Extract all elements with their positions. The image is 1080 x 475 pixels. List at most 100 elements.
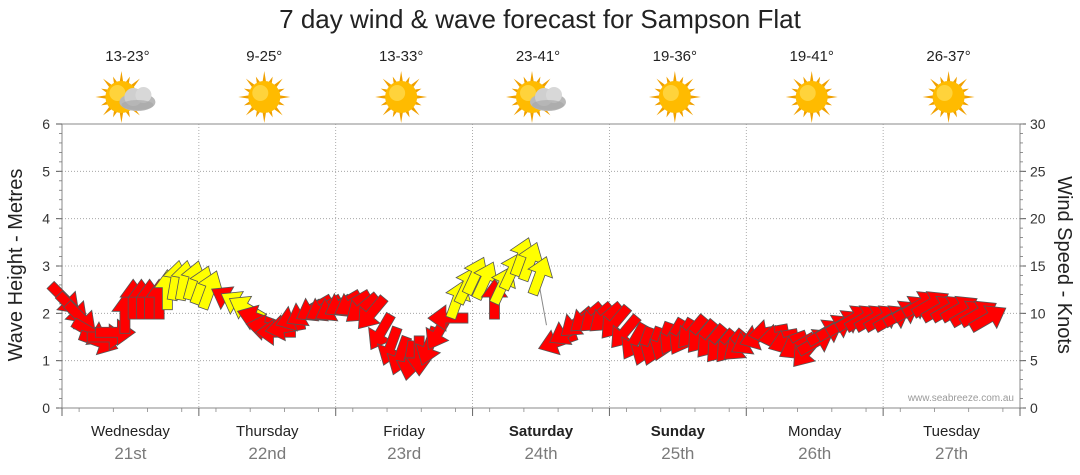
sun-ray bbox=[273, 106, 283, 116]
sun-ray bbox=[238, 95, 250, 99]
temperature-range: 13-23° bbox=[105, 48, 149, 65]
left-tick-label: 6 bbox=[42, 116, 50, 132]
cloud-shadow bbox=[121, 100, 154, 110]
sun-ray bbox=[930, 78, 940, 88]
day-label: Sunday bbox=[651, 423, 706, 440]
sun-ray bbox=[513, 78, 523, 88]
sun-ray bbox=[673, 111, 677, 123]
date-label: 26th bbox=[798, 444, 831, 463]
sun-ray bbox=[963, 95, 975, 99]
temperature-range: 23-41° bbox=[516, 48, 560, 65]
wave-height-series bbox=[539, 287, 547, 326]
day-label: Thursday bbox=[236, 423, 299, 440]
sun-highlight bbox=[389, 85, 406, 101]
partly-cloudy-icon bbox=[506, 71, 566, 123]
sun-ray bbox=[656, 78, 666, 88]
temperature-range: 19-36° bbox=[653, 48, 697, 65]
date-label: 25th bbox=[661, 444, 694, 463]
cloud-puff bbox=[546, 87, 562, 103]
day-label: Tuesday bbox=[923, 423, 980, 440]
sun-ray bbox=[930, 106, 940, 116]
x-axis: Wednesday 21st Thursday 22nd Friday 23rd Satur… bbox=[61, 408, 1021, 463]
sun-highlight bbox=[936, 85, 953, 101]
sun-ray bbox=[513, 106, 523, 116]
wind-arrow bbox=[358, 294, 389, 330]
sun-highlight bbox=[520, 85, 536, 101]
sun-ray bbox=[922, 95, 934, 99]
sun-ray bbox=[410, 106, 420, 116]
sun-ray bbox=[809, 71, 814, 83]
sun-ray bbox=[648, 95, 660, 99]
sun-ray bbox=[245, 78, 256, 88]
left-axis-title: Wave Height - Metres bbox=[5, 169, 27, 362]
day-label: Saturday bbox=[509, 423, 574, 440]
day-label: Monday bbox=[788, 423, 842, 440]
right-tick-label: 5 bbox=[1030, 353, 1038, 369]
left-tick-label: 1 bbox=[42, 353, 50, 369]
left-axis: 0 1 2 3 4 5 6 bbox=[42, 116, 62, 416]
date-label: 23rd bbox=[387, 444, 421, 463]
sun-ray bbox=[130, 78, 140, 88]
sun-ray bbox=[673, 71, 677, 83]
cloud-shadow bbox=[532, 100, 564, 110]
chart-title: 7 day wind & wave forecast for Sampson F… bbox=[279, 4, 801, 34]
sun-ray bbox=[410, 78, 420, 88]
sun-ray bbox=[946, 71, 951, 83]
sun-ray bbox=[793, 106, 803, 116]
wind-arrow bbox=[517, 241, 544, 283]
sun-ray bbox=[530, 71, 534, 83]
sun-ray bbox=[416, 95, 428, 99]
temperature-range: 19-41° bbox=[790, 48, 834, 65]
sun-ray bbox=[262, 71, 267, 83]
sun-ray bbox=[382, 78, 392, 88]
sun-ray bbox=[541, 78, 551, 88]
right-tick-label: 25 bbox=[1030, 163, 1046, 179]
day-label: Wednesday bbox=[91, 423, 170, 440]
wind-arrow bbox=[527, 256, 554, 297]
sun-ray bbox=[506, 95, 518, 99]
sun-ray bbox=[262, 111, 267, 123]
sunny-icon bbox=[922, 71, 975, 123]
temperature-range: 9-25° bbox=[246, 48, 282, 65]
sun-ray bbox=[656, 106, 666, 116]
sun-ray bbox=[957, 78, 967, 88]
sun-highlight bbox=[799, 85, 816, 101]
right-tick-label: 15 bbox=[1030, 258, 1046, 274]
sunny-icon bbox=[648, 71, 701, 123]
sun-ray bbox=[119, 111, 124, 123]
sun-ray bbox=[375, 95, 387, 99]
sun-ray bbox=[95, 95, 107, 99]
left-tick-label: 0 bbox=[42, 400, 50, 416]
day-label: Friday bbox=[383, 423, 425, 440]
sun-ray bbox=[820, 78, 831, 88]
right-axis: 0 5 10 15 20 25 30 bbox=[1020, 116, 1046, 416]
sun-ray bbox=[957, 106, 967, 116]
temperature-range: 13-33° bbox=[379, 48, 423, 65]
sun-ray bbox=[684, 78, 694, 88]
wind-arrow bbox=[427, 304, 469, 332]
right-tick-label: 20 bbox=[1030, 211, 1046, 227]
partly-cloudy-icon bbox=[95, 71, 156, 123]
left-tick-label: 4 bbox=[42, 211, 50, 227]
sun-ray bbox=[684, 106, 694, 116]
sun-ray bbox=[245, 106, 256, 116]
date-label: 22nd bbox=[248, 444, 286, 463]
sun-ray bbox=[279, 95, 291, 99]
sun-highlight bbox=[252, 85, 269, 101]
wind-arrow bbox=[197, 270, 224, 311]
sun-ray bbox=[689, 95, 701, 99]
temperature-range: 26-37° bbox=[926, 48, 970, 65]
wind-arrow bbox=[601, 303, 633, 339]
sun-ray bbox=[273, 78, 283, 88]
date-label: 24th bbox=[524, 444, 557, 463]
cloud-puff bbox=[135, 87, 152, 103]
sunny-icon bbox=[785, 71, 838, 123]
right-axis-title: Wind Speed - Knots bbox=[1053, 176, 1075, 354]
sunny-icon bbox=[375, 71, 428, 123]
sun-ray bbox=[103, 106, 113, 116]
sun-ray bbox=[103, 78, 113, 88]
sun-ray bbox=[382, 106, 392, 116]
right-tick-label: 0 bbox=[1030, 400, 1038, 416]
wind-arrows-series bbox=[46, 237, 1007, 382]
sun-ray bbox=[119, 71, 124, 83]
